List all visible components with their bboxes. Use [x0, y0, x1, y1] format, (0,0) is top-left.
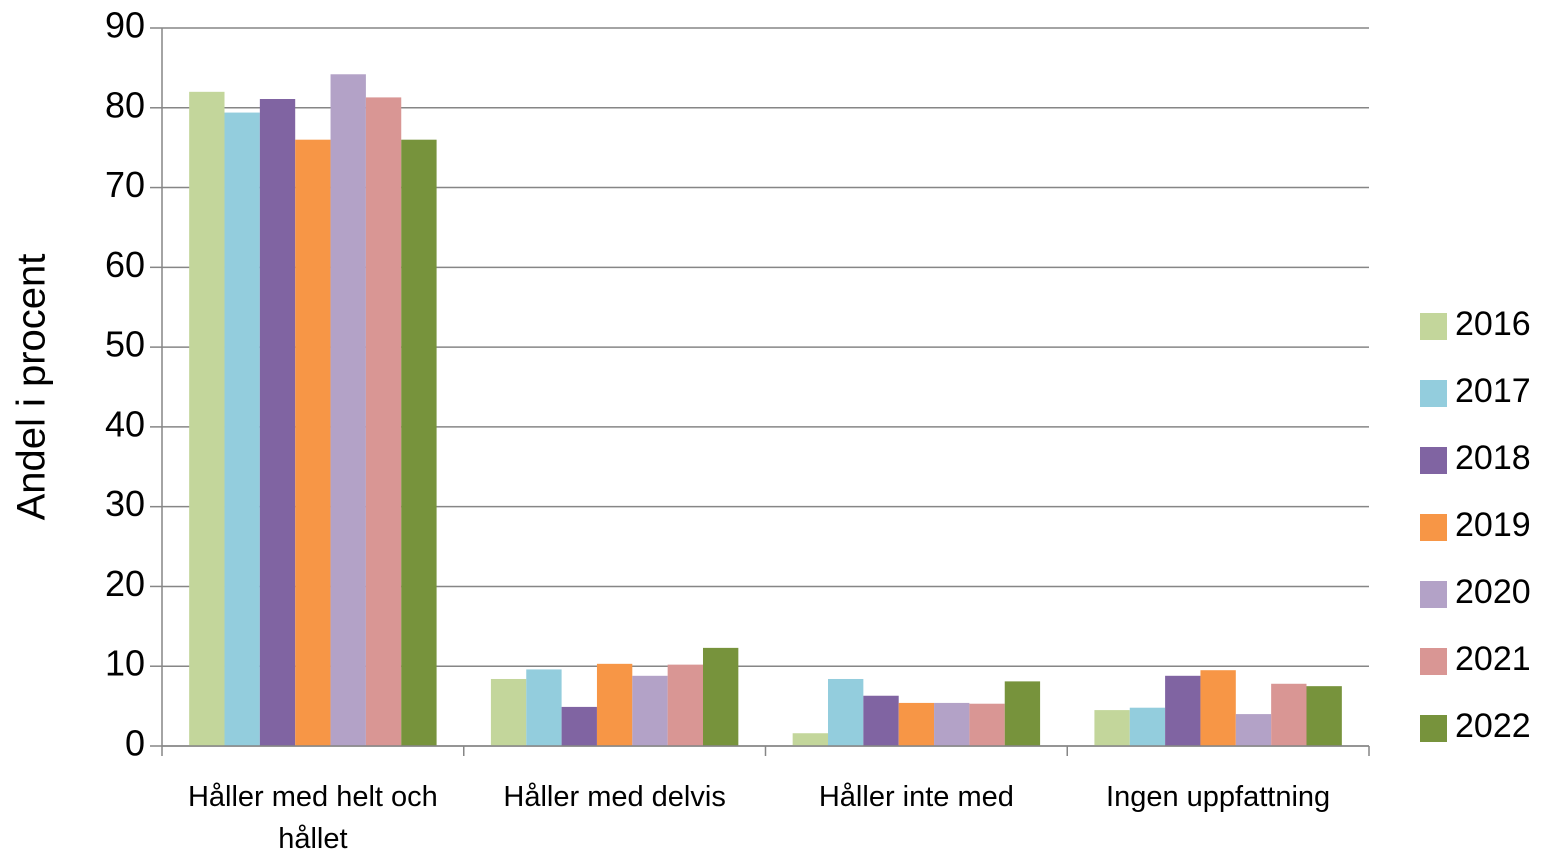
- bar: [1200, 670, 1236, 746]
- bar: [898, 702, 935, 746]
- legend-label: 2019: [1455, 506, 1531, 544]
- bar: [969, 703, 1005, 746]
- bar: [1094, 710, 1130, 746]
- bar: [1271, 683, 1307, 746]
- bar: [632, 675, 668, 746]
- bar: [1165, 675, 1201, 746]
- y-tick-label: 0: [125, 723, 145, 764]
- bar: [365, 97, 402, 746]
- y-tick-label: 80: [105, 84, 145, 125]
- y-tick-label: 10: [105, 643, 145, 684]
- x-tick-label: Håller med delvis: [503, 781, 726, 813]
- bar: [667, 664, 703, 746]
- legend-label: 2018: [1455, 439, 1531, 477]
- bar: [1129, 707, 1166, 746]
- bar: [863, 695, 899, 746]
- legend-label: 2020: [1455, 573, 1531, 611]
- legend-swatch: [1420, 380, 1447, 407]
- legend-label: 2017: [1455, 372, 1531, 410]
- y-tick-label: 40: [105, 403, 145, 444]
- bar: [561, 706, 597, 746]
- bar: [189, 91, 225, 747]
- bar: [1235, 714, 1272, 746]
- y-tick-label: 60: [105, 244, 145, 285]
- legend-swatch: [1420, 715, 1447, 742]
- legend-swatch: [1420, 447, 1447, 474]
- legend-swatch: [1420, 581, 1447, 608]
- x-tick-label: Ingen uppfattning: [1106, 781, 1331, 813]
- legend-label: 2022: [1455, 707, 1531, 745]
- y-tick-label: 30: [105, 483, 145, 524]
- bar: [490, 678, 527, 746]
- bar: [702, 647, 739, 746]
- legend-label: 2021: [1455, 640, 1531, 678]
- bar: [1306, 686, 1342, 746]
- bar: [934, 702, 970, 746]
- bar: [259, 99, 296, 747]
- y-tick-label: 50: [105, 324, 145, 365]
- bar: [1004, 681, 1041, 746]
- y-tick-label: 70: [105, 164, 145, 205]
- legend-swatch: [1420, 648, 1447, 675]
- bar: [526, 669, 562, 746]
- bar: [596, 663, 633, 746]
- y-axis-label: Andel i procent: [10, 254, 54, 521]
- bar: [828, 678, 864, 746]
- x-tick-label: Håller inte med: [818, 781, 1014, 813]
- legend-swatch: [1420, 313, 1447, 340]
- bar: [295, 139, 331, 746]
- bar: [224, 112, 260, 746]
- x-tick-label: Håller med helt och hållet: [187, 781, 438, 855]
- legend-label: 2016: [1455, 305, 1531, 343]
- bar: [330, 74, 366, 746]
- bar: [401, 139, 437, 746]
- legend-swatch: [1420, 514, 1447, 541]
- y-tick-label: 20: [105, 563, 145, 604]
- y-tick-label: 90: [105, 5, 145, 46]
- bar: [792, 733, 829, 746]
